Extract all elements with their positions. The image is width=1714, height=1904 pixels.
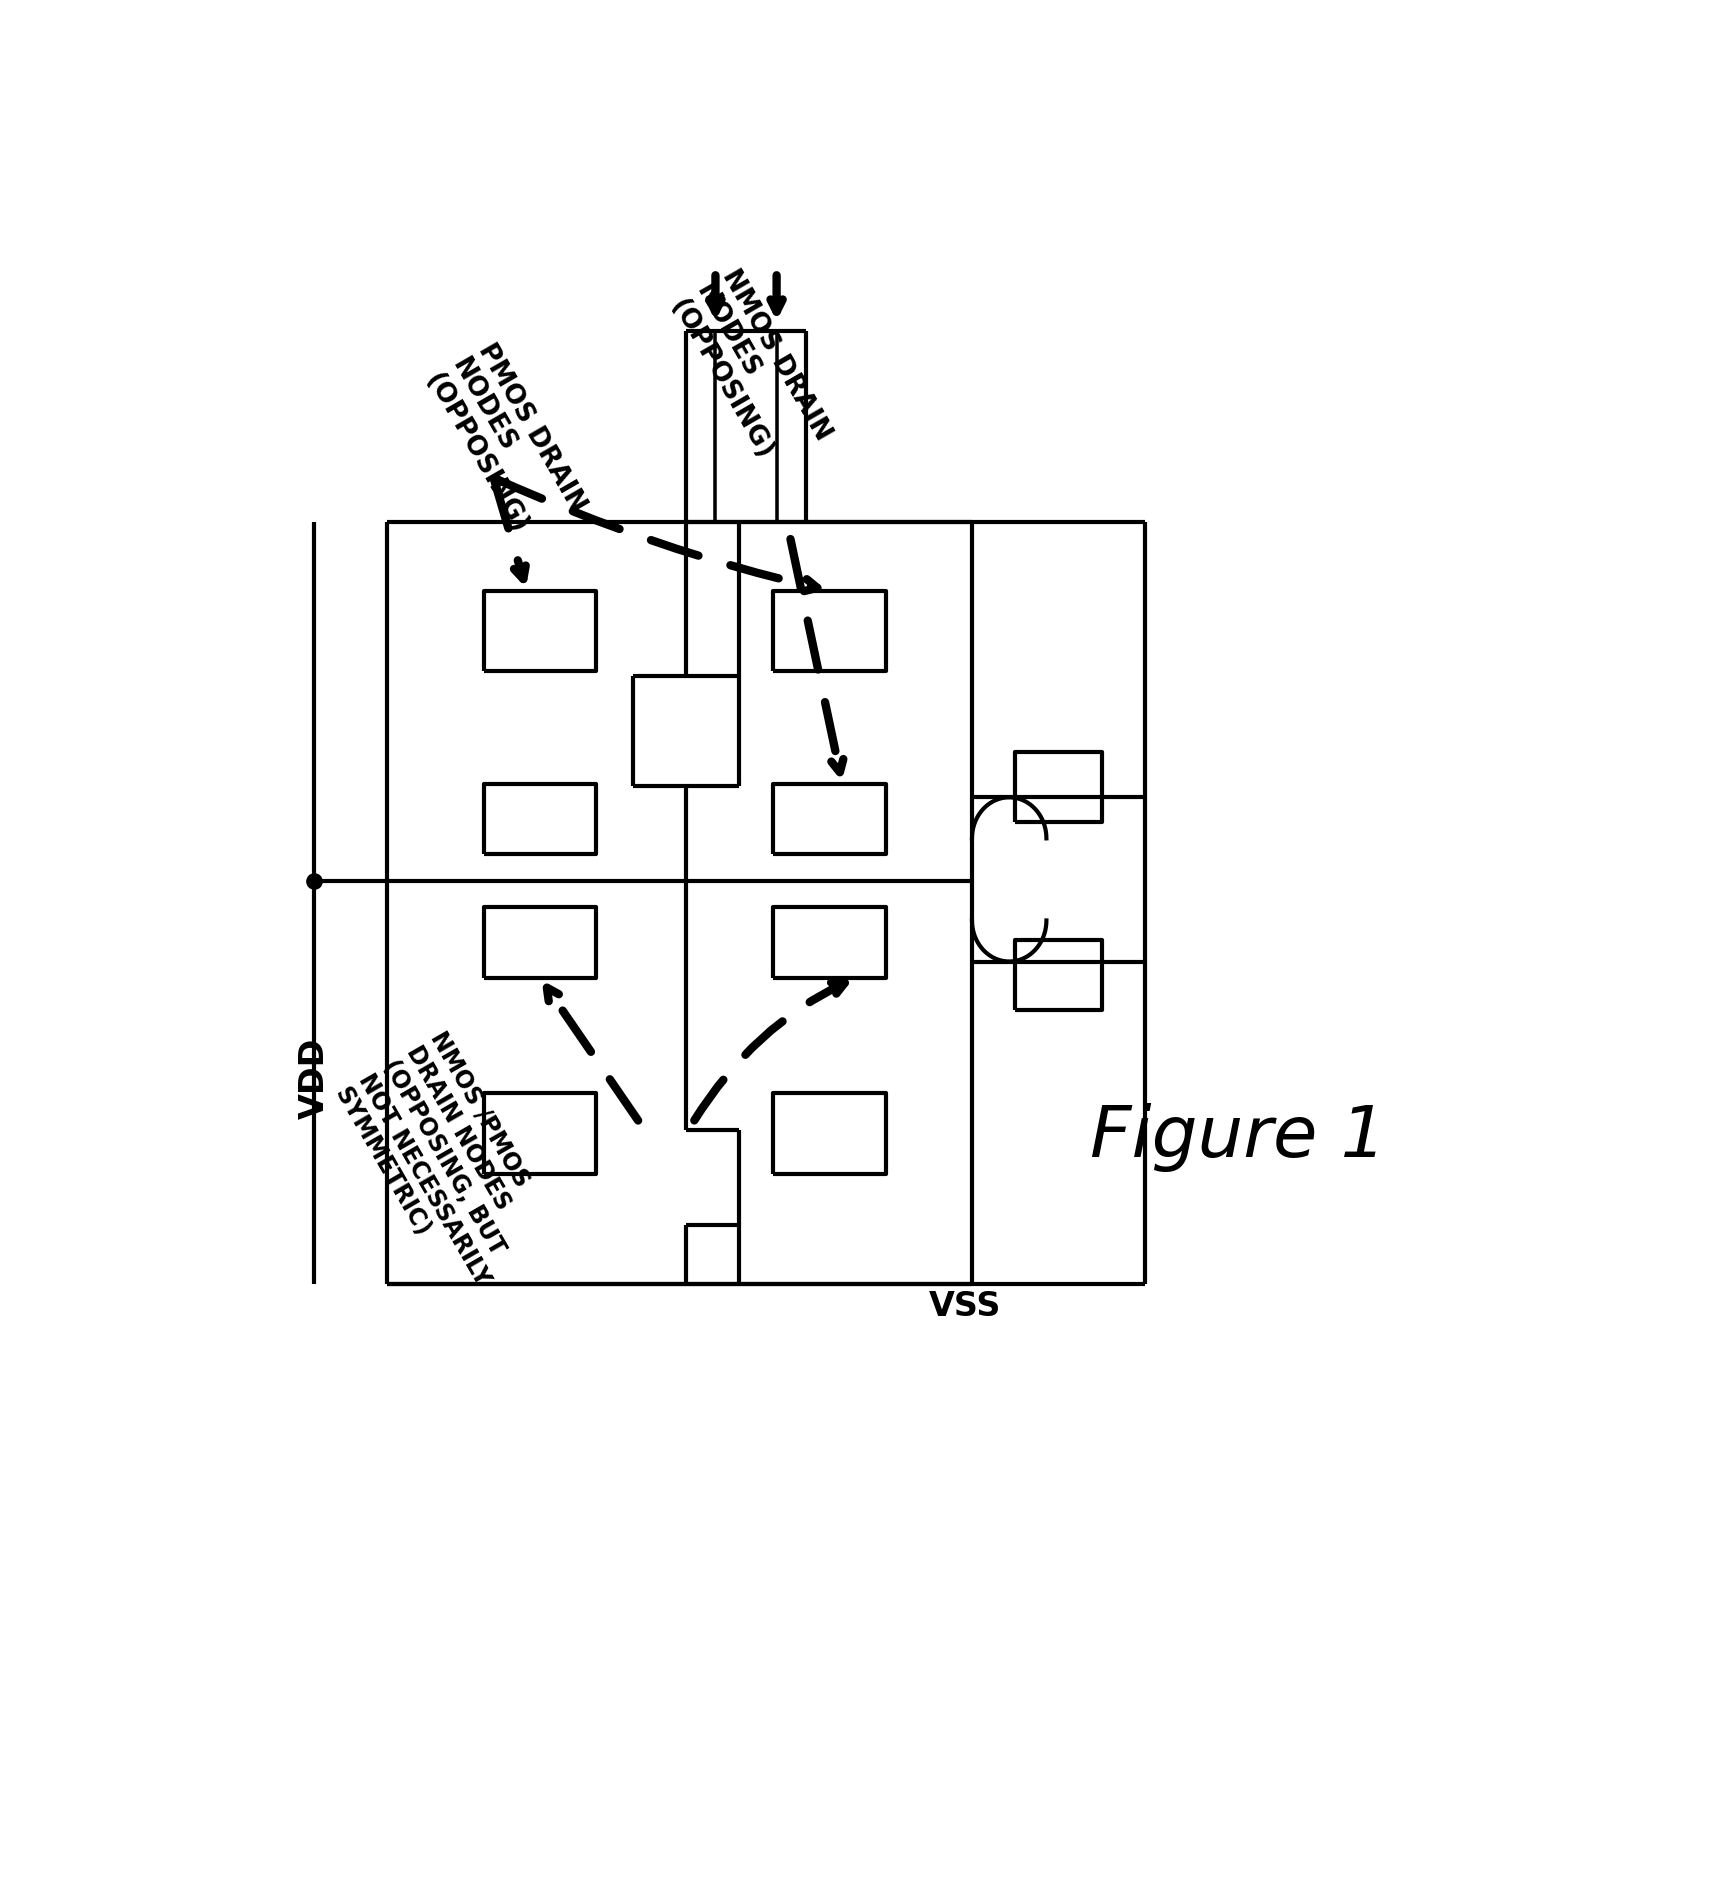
Text: VDD: VDD (298, 1038, 331, 1120)
Text: NMOS DRAIN
NODES
(OPPOSING): NMOS DRAIN NODES (OPPOSING) (665, 265, 835, 476)
Text: VSS: VSS (929, 1289, 1001, 1323)
Text: PMOS DRAIN
NODES
(OPPOSING): PMOS DRAIN NODES (OPPOSING) (420, 339, 590, 546)
Text: Figure 1: Figure 1 (1088, 1102, 1385, 1173)
Text: NMOS /PMOS
DRAIN NODES
(OPPOSING, BUT
NOT NECESSARILY
SYMMETRIC): NMOS /PMOS DRAIN NODES (OPPOSING, BUT NO… (329, 1028, 567, 1304)
